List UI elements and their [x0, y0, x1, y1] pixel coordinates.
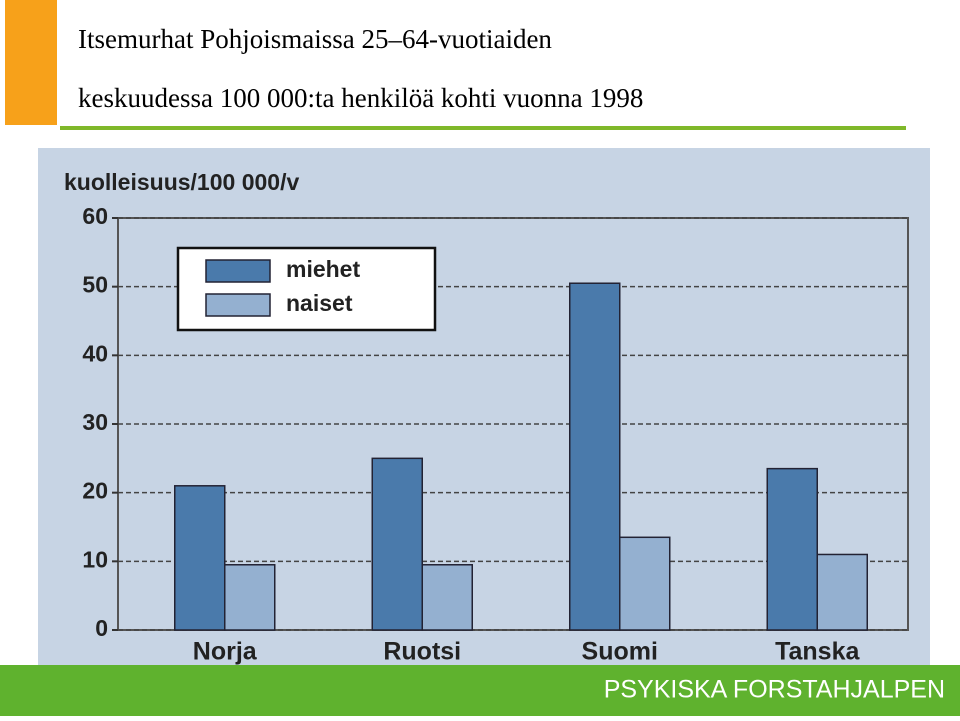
x-tick-label: Norja: [193, 638, 258, 666]
bar: [371, 457, 423, 631]
bar: [619, 536, 671, 631]
bar: [569, 282, 621, 631]
y-tick-label: 20: [82, 478, 108, 504]
legend-swatch: [205, 293, 271, 317]
legend-label: naiset: [286, 290, 353, 316]
y-tick-label: 10: [82, 546, 108, 572]
title-rule: [60, 126, 906, 130]
legend-swatch: [205, 259, 271, 283]
slide-title-line: Itsemurhat Pohjoismaissa 25–64-vuotiaide…: [78, 24, 552, 54]
x-tick-label: Tanska: [775, 638, 860, 666]
x-tick-label: Suomi: [582, 638, 658, 666]
accent-block: [5, 0, 57, 125]
y-tick-label: 30: [82, 409, 108, 435]
x-tick-label: Ruotsi: [383, 638, 461, 666]
y-tick-label: 60: [82, 203, 108, 229]
bar: [224, 564, 276, 631]
bar: [816, 553, 868, 631]
footer-text: PSYKISKA FORSTAHJALPEN: [604, 676, 945, 704]
legend-label: miehet: [286, 256, 360, 282]
slide-title-line: keskuudessa 100 000:ta henkilöä kohti vu…: [78, 83, 643, 113]
y-tick-label: 40: [82, 340, 108, 366]
y-axis-label: kuolleisuus/100 000/v: [64, 169, 299, 195]
bar: [174, 485, 226, 631]
footer-bar: [0, 665, 960, 716]
bar: [766, 467, 818, 631]
y-tick-label: 50: [82, 272, 108, 298]
plot: 0 10 20 30 40 50 60 Norja Ruotsi Suomi Tanska miehe…: [82, 203, 909, 666]
y-tick-label: 0: [95, 615, 108, 641]
bar: [421, 564, 473, 631]
